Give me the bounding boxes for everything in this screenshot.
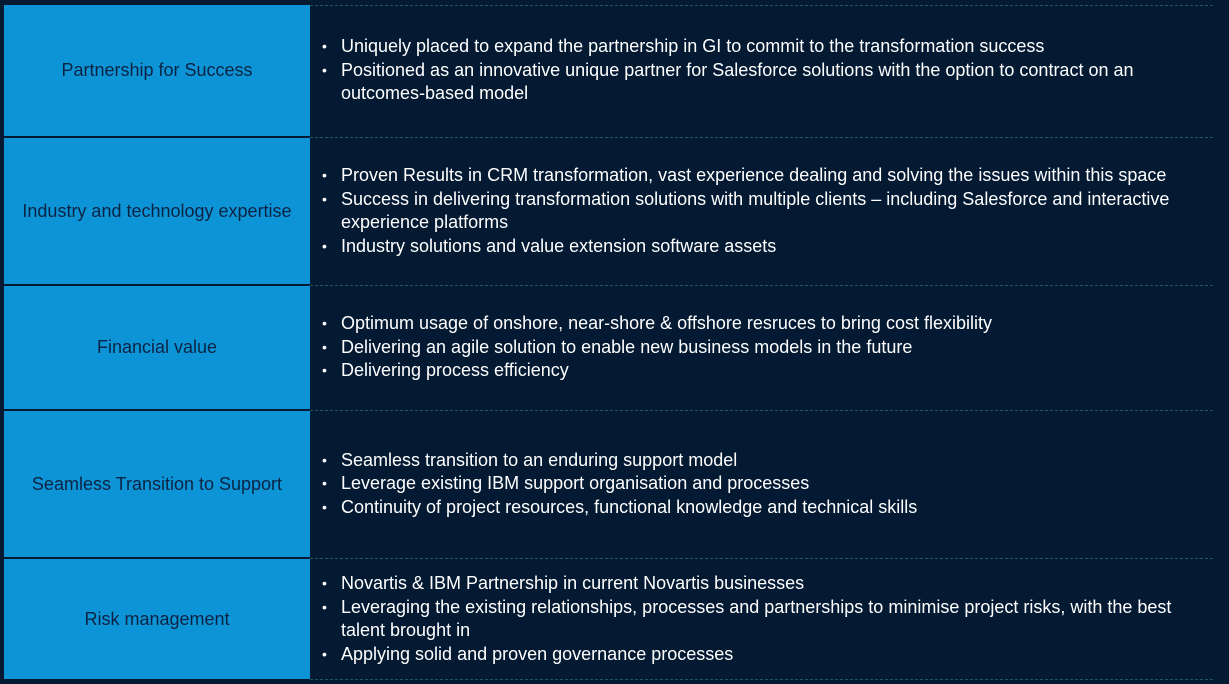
bullet-icon: • bbox=[322, 475, 327, 492]
bullet-item: • Proven Results in CRM transformation, v… bbox=[322, 164, 1213, 188]
bullet-icon: • bbox=[322, 498, 327, 515]
bullet-icon: • bbox=[322, 362, 327, 379]
bullet-text: Leverage existing IBM support organisati… bbox=[341, 473, 810, 494]
table-row: Industry and technology expertise • Prove… bbox=[0, 138, 1229, 284]
table-row: Risk management • Novartis & IBM Partners… bbox=[0, 559, 1229, 679]
bullet-icon: • bbox=[322, 167, 327, 183]
bullet-text: Delivering an agile solution to enable n… bbox=[341, 336, 913, 357]
row-content: • Novartis & IBM Partnership in current N… bbox=[310, 559, 1213, 679]
bullet-list: • Uniquely placed to expand the partnersh… bbox=[310, 35, 1213, 106]
bullet-icon: • bbox=[322, 237, 327, 254]
row-content: • Uniquely placed to expand the partnersh… bbox=[310, 5, 1213, 136]
bullet-item: • Uniquely placed to expand the partnersh… bbox=[322, 35, 1213, 59]
bullet-list: • Seamless transition to an enduring supp… bbox=[310, 449, 917, 520]
bullet-item: • Delivering an agile solution to enable … bbox=[322, 336, 992, 360]
row-divider bbox=[310, 285, 1213, 286]
bullet-item: • Delivering process efficiency bbox=[322, 359, 992, 383]
bullet-text: Success in delivering transformation sol… bbox=[341, 188, 1170, 233]
bullet-icon: • bbox=[322, 315, 327, 332]
bullet-icon: • bbox=[322, 598, 327, 615]
bullet-list: • Proven Results in CRM transformation, v… bbox=[310, 164, 1213, 258]
bullet-text: Continuity of project resources, functio… bbox=[341, 496, 918, 517]
bullet-text: Novartis & IBM Partnership in current No… bbox=[341, 573, 805, 593]
bullet-text: Uniquely placed to expand the partnershi… bbox=[341, 36, 1045, 57]
bullet-icon: • bbox=[322, 645, 327, 662]
bullet-text: Optimum usage of onshore, near-shore & o… bbox=[341, 313, 992, 334]
bullet-text: Proven Results in CRM transformation, va… bbox=[341, 165, 1167, 185]
bullet-item: • Leveraging the existing relationships, … bbox=[322, 596, 1213, 643]
bullet-icon: • bbox=[322, 38, 327, 55]
bullet-text: Seamless transition to an enduring suppo… bbox=[341, 449, 738, 470]
bullet-item: • Novartis & IBM Partnership in current N… bbox=[322, 572, 1213, 596]
bullet-icon: • bbox=[322, 190, 327, 207]
table-row: Partnership for Success • Uniquely placed… bbox=[0, 5, 1229, 136]
bullet-icon: • bbox=[322, 338, 327, 355]
bullet-item: • Optimum usage of onshore, near-shore & … bbox=[322, 312, 992, 336]
row-label: Partnership for Success bbox=[4, 5, 310, 136]
row-divider bbox=[310, 558, 1213, 559]
bullet-text: Leveraging the existing relationships, p… bbox=[341, 596, 1172, 641]
bullet-item: • Positioned as an innovative unique part… bbox=[322, 59, 1213, 106]
row-divider bbox=[310, 679, 1213, 680]
bullet-text: Industry solutions and value extension s… bbox=[341, 235, 777, 256]
table-row: Financial value • Optimum usage of onshor… bbox=[0, 286, 1229, 409]
row-label: Risk management bbox=[4, 559, 310, 679]
bullet-item: • Leverage existing IBM support organisat… bbox=[322, 472, 917, 496]
bullet-icon: • bbox=[322, 451, 327, 468]
bullet-list: • Optimum usage of onshore, near-shore & … bbox=[310, 312, 992, 383]
bullet-item: • Applying solid and proven governance pr… bbox=[322, 643, 1213, 667]
row-divider bbox=[310, 5, 1213, 6]
row-content: • Seamless transition to an enduring supp… bbox=[310, 411, 1213, 557]
bullet-item: • Industry solutions and value extension … bbox=[322, 235, 1213, 259]
table-row: Seamless Transition to Support • Seamless… bbox=[0, 411, 1229, 557]
bullet-item: • Seamless transition to an enduring supp… bbox=[322, 449, 917, 473]
row-label: Industry and technology expertise bbox=[4, 138, 310, 284]
bullet-text: Delivering process efficiency bbox=[341, 360, 569, 381]
row-divider bbox=[310, 137, 1213, 138]
bullet-icon: • bbox=[322, 575, 327, 591]
row-label: Financial value bbox=[4, 286, 310, 409]
bullet-item: • Success in delivering transformation so… bbox=[322, 188, 1213, 235]
row-divider bbox=[310, 410, 1213, 411]
row-label: Seamless Transition to Support bbox=[4, 411, 310, 557]
row-content: • Proven Results in CRM transformation, v… bbox=[310, 138, 1213, 284]
bullet-text: Positioned as an innovative unique partn… bbox=[341, 59, 1134, 104]
row-content: • Optimum usage of onshore, near-shore & … bbox=[310, 286, 1213, 409]
bullet-item: • Continuity of project resources, functi… bbox=[322, 496, 917, 520]
bullet-text: Applying solid and proven governance pro… bbox=[341, 643, 734, 664]
bullet-list: • Novartis & IBM Partnership in current N… bbox=[310, 572, 1213, 666]
bullet-icon: • bbox=[322, 61, 327, 78]
